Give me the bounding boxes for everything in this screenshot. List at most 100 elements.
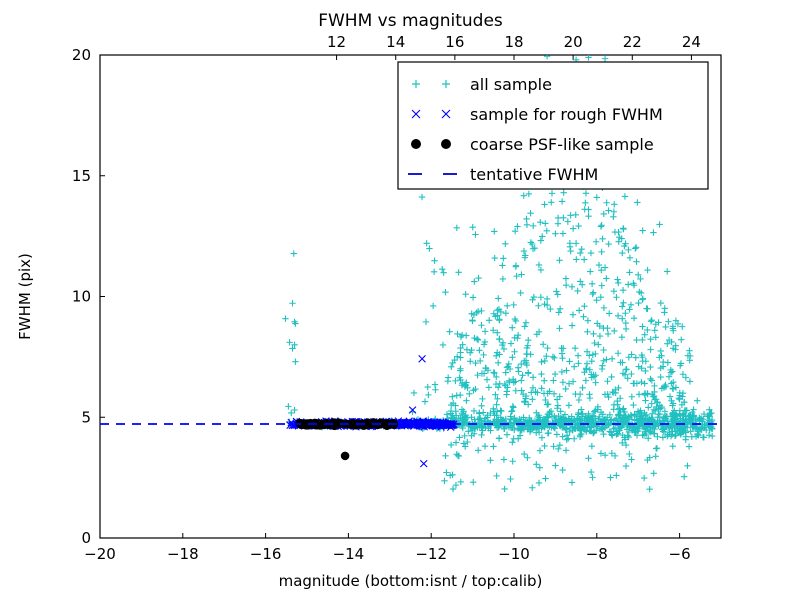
data-point-plus <box>600 357 607 364</box>
data-point-plus <box>441 477 448 485</box>
data-point-plus <box>592 238 600 245</box>
data-point-plus <box>661 309 668 316</box>
data-point-plus <box>474 336 482 344</box>
data-point-plus <box>626 450 633 458</box>
data-point-plus <box>511 348 518 355</box>
data-point-plus <box>569 311 577 318</box>
data-point-plus <box>541 201 548 208</box>
data-point-plus <box>642 397 649 404</box>
data-point-plus <box>686 378 694 385</box>
data-point-plus <box>659 363 667 370</box>
x-axis-label: magnitude (bottom:isnt / top:calib) <box>279 572 543 590</box>
data-point-plus <box>432 386 439 393</box>
data-point-plus <box>652 334 659 341</box>
data-point-plus <box>541 357 548 365</box>
data-point-plus <box>598 267 605 274</box>
data-point-plus <box>555 309 563 316</box>
legend-item-coarse-psf-like-sample[interactable]: coarse PSF-like sample <box>411 135 654 154</box>
data-point-plus <box>483 376 491 383</box>
data-point-plus <box>610 287 618 295</box>
data-point-plus <box>562 385 569 393</box>
data-point-plus <box>582 377 590 384</box>
data-point-plus <box>653 444 661 452</box>
data-point-plus <box>469 294 477 301</box>
data-point-plus <box>529 222 537 230</box>
data-point-plus <box>634 424 641 431</box>
data-point-plus <box>668 368 676 375</box>
data-point-plus <box>616 427 623 434</box>
data-point-plus <box>547 407 555 415</box>
data-point-plus <box>509 439 516 446</box>
data-point-plus <box>523 221 531 229</box>
data-point-plus <box>544 301 551 309</box>
data-point-plus <box>637 275 644 283</box>
data-point-plus <box>647 335 654 343</box>
data-point-plus <box>601 55 609 62</box>
data-point-plus <box>664 431 672 438</box>
data-point-plus <box>586 352 593 359</box>
data-point-plus <box>627 301 635 308</box>
legend[interactable]: all sample sample for rough FWHM coarse PS… <box>397 61 709 190</box>
data-point-plus <box>544 430 552 437</box>
data-point-plus <box>590 289 597 296</box>
data-point-plus <box>476 347 483 354</box>
data-point-plus <box>485 384 493 391</box>
data-point-plus <box>632 354 639 361</box>
data-point-plus <box>472 359 479 367</box>
data-point-plus <box>509 324 516 331</box>
legend-item-all-sample[interactable]: all sample <box>412 75 552 94</box>
data-point-plus <box>528 240 536 248</box>
data-point-plus <box>622 419 629 426</box>
data-point-plus <box>563 436 570 443</box>
data-point-plus <box>684 352 692 359</box>
data-point-plus <box>582 199 589 206</box>
data-point-plus <box>679 389 687 397</box>
legend-item-sample-for-rough-fwhm[interactable]: sample for rough FWHM <box>411 105 663 124</box>
series-rough-fwhm <box>286 355 458 468</box>
data-point-plus <box>537 266 545 274</box>
data-point-plus <box>628 416 636 423</box>
data-point-plus <box>502 382 509 389</box>
data-point-plus <box>522 319 530 326</box>
data-point-plus <box>645 435 652 442</box>
data-point-plus <box>678 401 686 408</box>
data-point-plus <box>492 313 499 320</box>
data-point-plus <box>514 335 521 342</box>
data-point-plus <box>684 462 691 469</box>
data-point-plus <box>529 296 536 304</box>
data-point-plus <box>478 402 485 409</box>
data-point-plus <box>550 443 557 450</box>
data-point-plus <box>525 370 532 377</box>
data-point-plus <box>604 330 612 338</box>
data-point-plus <box>646 485 653 493</box>
data-point-plus <box>471 278 478 285</box>
legend-item-tentative-fwhm[interactable]: tentative FWHM <box>408 165 598 184</box>
data-point-plus <box>625 428 633 436</box>
data-point-plus <box>519 390 527 398</box>
data-point-plus <box>694 425 702 432</box>
data-point-plus <box>611 327 618 335</box>
data-point-plus <box>538 434 546 441</box>
data-point-plus <box>643 305 650 312</box>
data-point-plus <box>566 428 573 435</box>
data-point-plus <box>518 387 525 394</box>
data-point-plus <box>477 421 485 428</box>
data-point-plus <box>598 248 605 256</box>
data-point-plus <box>509 376 517 383</box>
data-point-plus <box>587 427 594 435</box>
data-point-plus <box>665 318 672 325</box>
data-point-plus <box>470 311 478 319</box>
data-point-plus <box>475 447 482 454</box>
data-point-plus <box>448 363 455 371</box>
x-tick-label-bottom: −16 <box>250 545 282 563</box>
data-point-plus <box>614 276 621 283</box>
data-point-plus <box>628 456 635 463</box>
x-tick-label-top: 24 <box>682 33 701 51</box>
data-point-plus <box>592 372 599 379</box>
data-point-plus <box>546 411 553 418</box>
data-point-plus <box>619 303 626 310</box>
data-point-plus <box>292 320 299 327</box>
data-point-plus <box>509 354 516 361</box>
